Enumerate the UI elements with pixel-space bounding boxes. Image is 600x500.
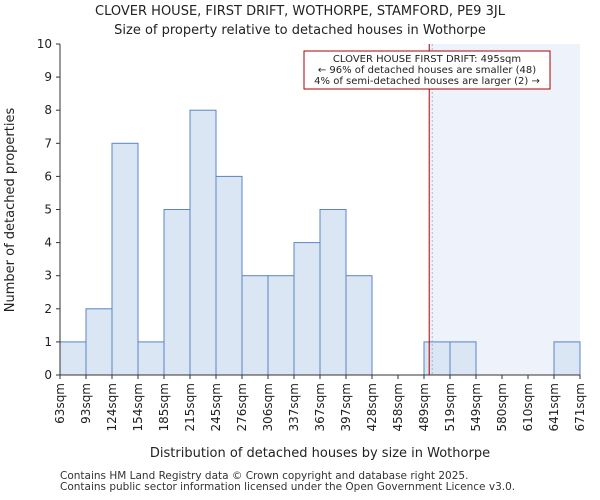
annotation-line-3: 4% of semi-detached houses are larger (2…	[314, 76, 540, 87]
x-tick-label-367sqm: 367sqm	[313, 383, 327, 431]
highlight-region	[429, 44, 580, 375]
bar-641sqm	[553, 341, 581, 376]
bar-63sqm	[59, 341, 87, 376]
footer-line-1: Contains HM Land Registry data © Crown c…	[60, 470, 469, 482]
title-line-1: CLOVER HOUSE, FIRST DRIFT, WOTHORPE, STA…	[95, 4, 505, 19]
x-tick-label-519sqm: 519sqm	[443, 383, 457, 431]
x-tick-label-397sqm: 397sqm	[339, 383, 353, 431]
x-axis-label: Distribution of detached houses by size …	[150, 446, 490, 461]
y-tick-label-8: 8	[44, 103, 52, 117]
annotation-box: CLOVER HOUSE FIRST DRIFT: 495sqm ← 96% o…	[303, 50, 551, 90]
y-tick-label-6: 6	[44, 169, 52, 183]
annotation-line-2: ← 96% of detached houses are smaller (48…	[318, 65, 536, 76]
x-tick-label-458sqm: 458sqm	[391, 383, 405, 431]
x-tick-label-306sqm: 306sqm	[261, 383, 275, 431]
x-tick-label-276sqm: 276sqm	[235, 383, 249, 431]
bar-519sqm	[449, 341, 477, 376]
bar-489sqm	[423, 341, 451, 376]
x-tick-label-154sqm: 154sqm	[131, 383, 145, 431]
bar-276sqm	[241, 275, 269, 376]
x-tick-label-215sqm: 215sqm	[183, 383, 197, 431]
bar-154sqm	[137, 341, 165, 376]
bar-245sqm	[215, 175, 243, 376]
x-tick-label-428sqm: 428sqm	[365, 383, 379, 431]
x-tick-label-489sqm: 489sqm	[417, 383, 431, 431]
y-tick-label-5: 5	[44, 203, 52, 217]
histogram-chart: 0 1 2 3 4 5 6 7 8 9 10 63sqm 93sqm 124sqm 154sqm 185sq…	[3, 37, 587, 461]
y-tick-label-9: 9	[44, 70, 52, 84]
annotation-line-1: CLOVER HOUSE FIRST DRIFT: 495sqm	[333, 54, 521, 65]
x-tick-label-671sqm: 671sqm	[573, 383, 587, 431]
x-tick-label-185sqm: 185sqm	[157, 383, 171, 431]
x-tick-label-63sqm: 63sqm	[53, 383, 67, 424]
bar-185sqm	[163, 209, 191, 376]
footer-line-2: Contains public sector information licen…	[60, 481, 516, 493]
x-tick-label-93sqm: 93sqm	[79, 383, 93, 424]
x-tick-label-580sqm: 580sqm	[495, 383, 509, 431]
x-tick-label-610sqm: 610sqm	[521, 383, 535, 431]
y-tick-label-4: 4	[44, 236, 52, 250]
y-tick-label-7: 7	[44, 136, 52, 150]
y-axis-label: Number of detached properties	[3, 108, 18, 313]
y-tick-label-3: 3	[44, 269, 52, 283]
bar-93sqm	[85, 308, 113, 376]
y-tick-label-10: 10	[37, 37, 52, 51]
footer: Contains HM Land Registry data © Crown c…	[60, 471, 515, 493]
bar-397sqm	[345, 275, 373, 376]
chart-title: CLOVER HOUSE, FIRST DRIFT, WOTHORPE, STA…	[0, 2, 600, 40]
bar-124sqm	[111, 142, 139, 376]
bar-306sqm	[267, 275, 295, 376]
bar-215sqm	[189, 109, 217, 376]
x-tick-label-245sqm: 245sqm	[209, 383, 223, 431]
x-tick-label-124sqm: 124sqm	[105, 383, 119, 431]
bar-367sqm	[319, 209, 347, 376]
x-tick-label-641sqm: 641sqm	[547, 383, 561, 431]
y-tick-label-0: 0	[44, 368, 52, 382]
x-tick-label-549sqm: 549sqm	[469, 383, 483, 431]
bar-337sqm	[293, 242, 321, 376]
y-tick-label-2: 2	[44, 302, 52, 316]
y-tick-label-1: 1	[44, 335, 52, 349]
x-tick-label-337sqm: 337sqm	[287, 383, 301, 431]
title-line-2: Size of property relative to detached ho…	[114, 23, 486, 38]
